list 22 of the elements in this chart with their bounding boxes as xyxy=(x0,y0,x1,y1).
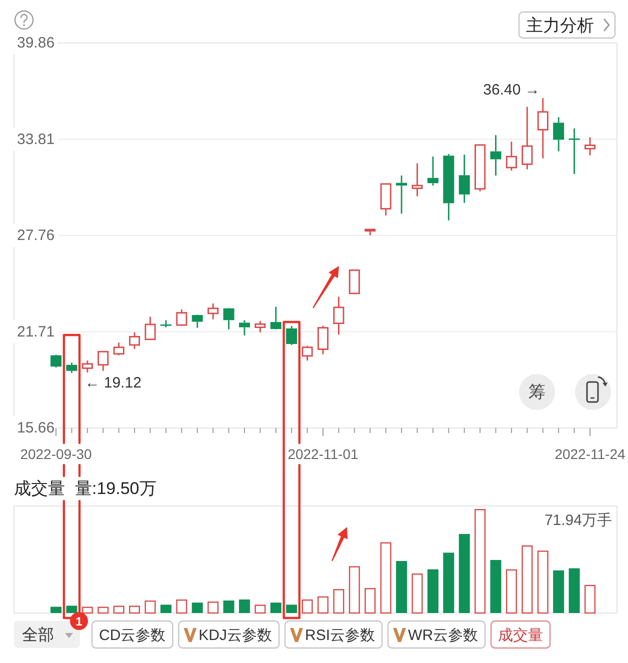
max-price-label: 36.40 → xyxy=(483,82,540,99)
toolbar-button-label: 成交量 xyxy=(498,627,544,644)
y-tick-label: 27.76 xyxy=(17,227,55,244)
dropdown-label: 全部 xyxy=(22,627,54,644)
y-tick-label: 15.66 xyxy=(17,420,55,436)
y-tick-label: 33.81 xyxy=(17,130,55,148)
y-tick-label: 21.71 xyxy=(17,323,55,340)
x-tick-label: 2022-09-30 xyxy=(20,446,92,462)
toolbar-button-label: CD云参数 xyxy=(99,627,166,644)
panel-title: 成交量 xyxy=(14,479,65,498)
x-tick-label: 2022-11-01 xyxy=(288,446,358,462)
panel-subtitle: 量:19.50万 xyxy=(75,479,156,498)
y-tick-label: 39.86 xyxy=(17,34,55,52)
toolbar-button-label: KDJ云参数 xyxy=(198,627,272,644)
toolbar-button-label: RSI云参数 xyxy=(305,627,376,644)
main-analysis-label: 主力分析 xyxy=(526,16,594,35)
chip-label: 筹 xyxy=(528,382,546,402)
badge-count: 1 xyxy=(76,614,82,628)
toolbar-button-label: WR云参数 xyxy=(408,627,478,644)
volume-max-label: 71.94万手 xyxy=(544,512,612,529)
x-tick-label: 2022-11-24 xyxy=(554,446,626,462)
min-price-label: ← 19.12 xyxy=(84,374,142,392)
